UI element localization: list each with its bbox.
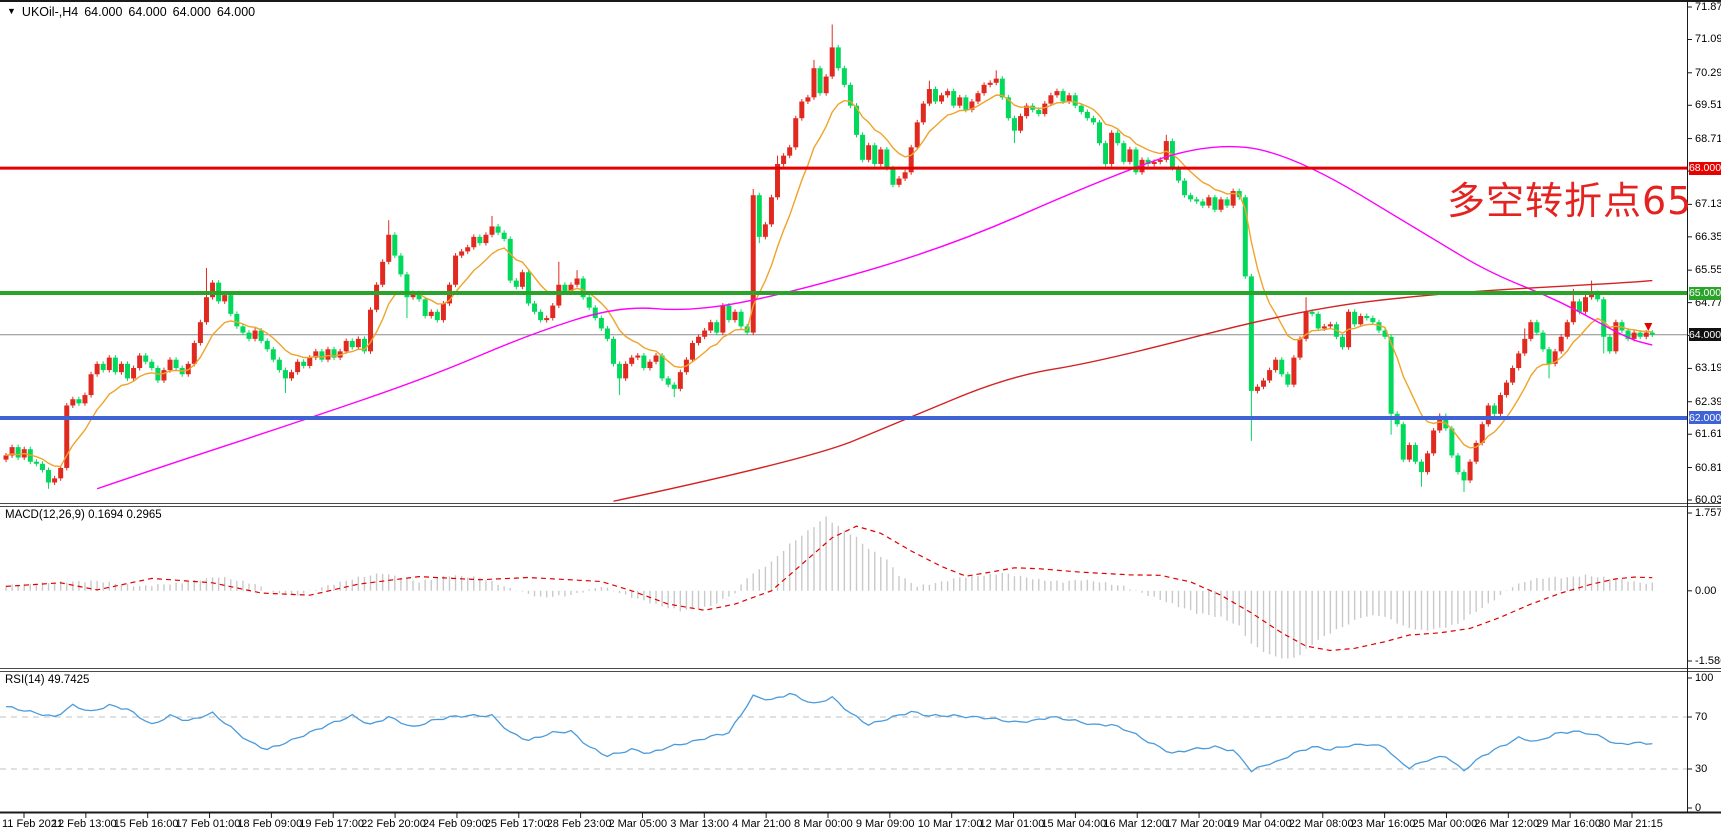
candles	[3, 24, 1655, 493]
price-tick-label: 71.870	[1695, 1, 1721, 13]
price-tick-label: 63.190	[1695, 362, 1721, 375]
time-tick-label: 12 Mar 01:00	[979, 818, 1045, 830]
chart-header: ▼ UKOil-,H4 64.000 64.000 64.000 64.000	[7, 5, 255, 19]
price-badge-65.000: 65.000	[1688, 286, 1721, 300]
time-tick-label: 2 Mar 05:00	[608, 818, 668, 830]
macd-tick-label: -1.5867	[1695, 655, 1721, 667]
time-tick-label: 26 Mar 12:00	[1474, 818, 1540, 830]
time-tick-label: 19 Feb 17:00	[299, 818, 365, 830]
price-tick-label: 60.810	[1695, 461, 1721, 474]
price-tick-label: 69.510	[1695, 99, 1721, 112]
rsi-value: 49.7425	[47, 674, 90, 686]
time-tick-label: 3 Mar 13:00	[670, 818, 729, 830]
price-tick-label: 64.770	[1695, 296, 1721, 309]
time-tick-label: 15 Mar 04:00	[1041, 818, 1107, 830]
macd-main-value: 0.1694	[88, 509, 124, 521]
ohlc-open: 64.000	[84, 5, 123, 19]
symbol-label: UKOil-,H4	[21, 5, 79, 19]
time-tick-label: 28 Feb 23:00	[546, 818, 612, 830]
time-tick-label: 25 Mar 00:00	[1412, 818, 1478, 830]
time-tick-label: 23 Mar 16:00	[1350, 818, 1416, 830]
time-tick-label: 4 Mar 21:00	[732, 818, 791, 830]
macd-tick-label: 0.00	[1695, 584, 1717, 597]
rsi-tick-label: 30	[1695, 763, 1708, 775]
rsi-tick-label: 100	[1695, 672, 1714, 684]
time-tick-label: 16 Mar 12:00	[1103, 818, 1169, 830]
symbol-dropdown-icon[interactable]: ▼	[7, 6, 16, 16]
price-tick-label: 71.090	[1695, 33, 1721, 46]
macd-signal-value: 0.2965	[126, 509, 162, 521]
time-tick-label: 12 Feb 13:00	[51, 818, 117, 830]
ohlc-high: 64.000	[128, 5, 167, 19]
price-badge-64.000: 64.000	[1688, 328, 1721, 342]
window-top-border	[0, 0, 1721, 2]
price-badge-68.000: 68.000	[1688, 161, 1721, 175]
price-tick-label: 66.350	[1695, 230, 1721, 243]
time-tick-label: 9 Mar 09:00	[855, 818, 915, 830]
rsi-line	[5, 692, 1653, 773]
price-tick-label: 60.030	[1695, 494, 1721, 506]
price-tick-label: 68.710	[1695, 132, 1721, 145]
macd-tick-label: 1.7579	[1695, 507, 1721, 519]
price-tick-label: 62.390	[1695, 395, 1721, 408]
price-tick-label: 67.130	[1695, 198, 1721, 211]
time-tick-label: 22 Mar 08:00	[1288, 818, 1354, 830]
macd-panel-label: MACD(12,26,9) 0.1694 0.2965	[5, 509, 162, 521]
macd-signal-line	[5, 525, 1653, 652]
time-tick-label: 29 Mar 16:00	[1536, 818, 1601, 830]
macd-panel[interactable]	[5, 516, 1654, 659]
time-tick-label: 18 Feb 09:00	[237, 818, 303, 830]
rsi-tick-label: 70	[1695, 711, 1708, 723]
time-tick-label: 8 Mar 00:00	[794, 818, 853, 830]
price-tick-label: 70.290	[1695, 66, 1721, 79]
ma-mid-line	[96, 145, 1653, 490]
time-tick-label: 15 Feb 16:00	[113, 818, 179, 830]
time-tick-label: 19 Mar 04:00	[1226, 818, 1292, 830]
time-tick-label: 17 Feb 01:00	[175, 818, 241, 830]
price-tick-label: 65.550	[1695, 264, 1721, 277]
price-badge-62.000: 62.000	[1688, 411, 1721, 425]
time-tick-label: 17 Mar 20:00	[1165, 818, 1230, 830]
time-tick-label: 11 Feb 2021	[2, 818, 63, 830]
time-tick-label: 24 Feb 09:00	[422, 818, 488, 830]
ma-fast-line	[5, 94, 1653, 468]
ohlc-low: 64.000	[172, 5, 211, 19]
ma-slow-line	[613, 279, 1653, 502]
rsi-panel[interactable]	[0, 692, 1687, 773]
time-tick-label: 22 Feb 20:00	[361, 818, 426, 830]
chinese-annotation-text: 多空转折点65	[1447, 179, 1693, 223]
rsi-tick-label: 0	[1695, 802, 1702, 814]
sell-arrow-icon	[1644, 323, 1653, 331]
time-tick-label: 30 Mar 21:15	[1598, 818, 1663, 830]
rsi-panel-label: RSI(14) 49.7425	[5, 674, 90, 686]
ohlc-close: 64.000	[216, 5, 256, 19]
time-tick-label: 25 Feb 17:00	[484, 818, 550, 830]
price-tick-label: 61.610	[1695, 428, 1721, 441]
time-tick-label: 10 Mar 17:00	[917, 818, 983, 830]
